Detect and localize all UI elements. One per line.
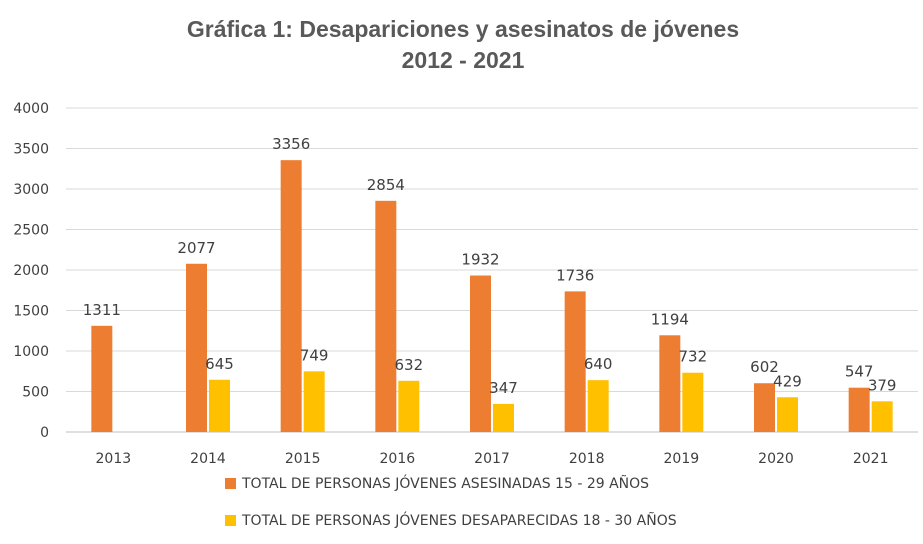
legend-swatch-asesinadas — [225, 478, 236, 489]
y-tick-label: 1500 — [13, 304, 49, 320]
chart-title: Gráfica 1: Desapariciones y asesinatos d… — [187, 16, 739, 42]
data-label: 547 — [845, 363, 874, 381]
y-tick-label: 3000 — [13, 182, 49, 198]
bar-desaparecidas — [777, 397, 798, 432]
data-label: 640 — [584, 355, 613, 373]
data-label: 3356 — [272, 135, 310, 153]
bar-asesinadas — [659, 335, 681, 432]
y-tick-label: 2500 — [13, 223, 49, 239]
y-tick-label: 2000 — [13, 263, 49, 279]
bar-asesinadas — [91, 325, 113, 432]
y-axis: 0 500 1000 1500 2000 2500 3000 3500 4000 — [13, 101, 49, 441]
y-tick-label: 500 — [22, 385, 49, 401]
bar-asesinadas — [186, 263, 207, 432]
legend: TOTAL DE PERSONAS JÓVENES ASESINADAS 15 … — [225, 474, 677, 529]
x-tick-label: 2013 — [96, 451, 132, 467]
x-tick-label: 2020 — [758, 451, 794, 467]
x-tick-label: 2018 — [569, 451, 605, 467]
gridlines — [66, 107, 918, 433]
chart-subtitle: 2012 - 2021 — [402, 47, 525, 73]
x-tick-label: 2014 — [190, 451, 226, 467]
bar-asesinadas — [754, 383, 775, 432]
data-label: 645 — [205, 355, 234, 373]
data-label: 749 — [300, 346, 329, 364]
bar-asesinadas — [375, 200, 397, 432]
bar-asesinadas — [280, 160, 302, 432]
bar-desaparecidas — [587, 380, 609, 432]
data-label: 632 — [395, 356, 424, 374]
data-label: 1736 — [556, 266, 594, 284]
bar-desaparecidas — [493, 403, 514, 432]
legend-label-desaparecidas: TOTAL DE PERSONAS JÓVENES DESAPARECIDAS … — [241, 511, 677, 529]
legend-label-asesinadas: TOTAL DE PERSONAS JÓVENES ASESINADAS 15 … — [241, 474, 649, 492]
y-tick-label: 1000 — [13, 344, 49, 360]
x-axis: 2013 2014 2015 2016 2017 2018 2019 2020 2021 — [96, 451, 889, 467]
bar-asesinadas — [564, 291, 586, 432]
x-tick-label: 2015 — [285, 451, 321, 467]
data-label: 1311 — [83, 301, 121, 319]
data-label: 1194 — [651, 310, 689, 328]
bar-asesinadas — [848, 387, 870, 432]
x-tick-label: 2016 — [380, 451, 416, 467]
legend-swatch-desaparecidas — [225, 515, 236, 526]
data-label: 1932 — [461, 251, 499, 269]
data-label: 2077 — [177, 239, 215, 257]
bar-desaparecidas — [682, 372, 704, 432]
data-label: 602 — [750, 358, 779, 376]
data-label: 379 — [868, 376, 897, 394]
y-tick-label: 0 — [40, 425, 49, 441]
y-tick-label: 4000 — [13, 101, 49, 117]
x-tick-label: 2017 — [474, 451, 510, 467]
bars: 1311 2077 645 3356 749 2854 632 1932 347 1736 640 1… — [83, 135, 897, 432]
data-label: 347 — [489, 379, 518, 397]
bar-desaparecidas — [871, 401, 893, 432]
data-label: 2854 — [367, 176, 405, 194]
x-tick-label: 2019 — [664, 451, 700, 467]
bar-desaparecidas — [303, 371, 325, 432]
bar-asesinadas — [470, 275, 491, 432]
x-tick-label: 2021 — [853, 451, 889, 467]
data-label: 732 — [679, 348, 708, 366]
data-label: 429 — [773, 372, 802, 390]
bar-desaparecidas — [398, 380, 420, 432]
y-tick-label: 3500 — [13, 142, 49, 158]
bar-desaparecidas — [209, 379, 230, 432]
